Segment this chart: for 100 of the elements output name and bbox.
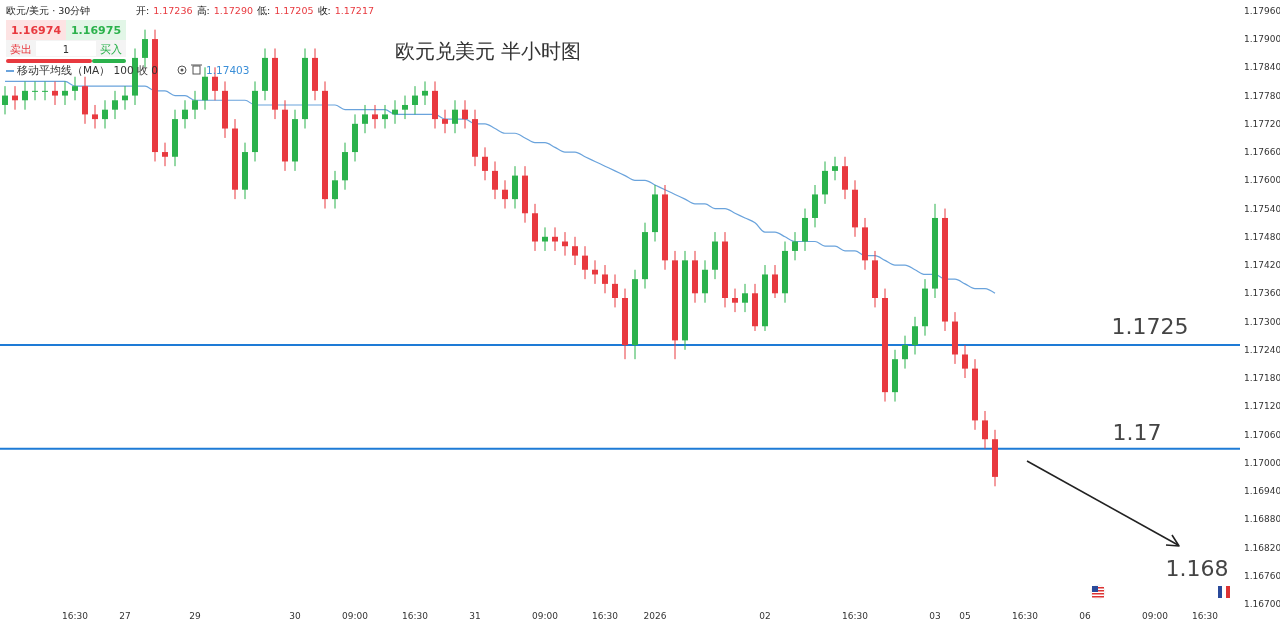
candlestick xyxy=(202,66,208,111)
x-tick-label: 27 xyxy=(119,611,131,621)
candlestick xyxy=(42,80,48,101)
annotation: 买入 xyxy=(100,43,122,56)
x-tick-label: 09:00 xyxy=(1142,611,1169,621)
candlestick xyxy=(112,90,118,120)
x-tick-label: 16:30 xyxy=(1192,611,1219,621)
candlestick xyxy=(62,80,68,106)
candlestick xyxy=(742,283,748,313)
candlestick xyxy=(362,104,368,134)
y-tick-label: 1.16880 xyxy=(1244,514,1280,525)
y-tick-label: 1.16760 xyxy=(1244,570,1280,581)
candlestick xyxy=(512,165,518,210)
y-tick-label: 1.17480 xyxy=(1244,231,1280,242)
candlestick xyxy=(832,156,838,181)
x-tick-label: 05 xyxy=(959,611,971,621)
candlestick xyxy=(32,80,38,101)
annotation: 1.168 xyxy=(1165,556,1229,581)
y-tick-label: 1.17540 xyxy=(1244,203,1280,214)
x-tick-label: 02 xyxy=(759,611,771,621)
x-tick-label: 09:00 xyxy=(342,611,369,621)
candlestick xyxy=(412,85,418,115)
candlestick xyxy=(422,80,428,106)
x-tick-label: 16:30 xyxy=(842,611,869,621)
candlestick xyxy=(582,245,588,280)
candlestick xyxy=(842,156,848,200)
candlestick xyxy=(92,104,98,130)
y-tick-label: 1.17360 xyxy=(1244,288,1280,299)
candlestick xyxy=(812,184,818,228)
annotation: 1.16975 xyxy=(70,24,122,37)
x-tick-label: 31 xyxy=(469,611,481,621)
line-series xyxy=(4,80,996,294)
annotation: 1.17403 xyxy=(206,64,250,76)
annotation: 1.16974 xyxy=(10,24,62,37)
candlestick xyxy=(482,146,488,181)
y-tick-label: 1.16700 xyxy=(1244,599,1280,610)
x-tick-label: 03 xyxy=(929,611,941,621)
candlestick xyxy=(702,259,708,304)
candlestick xyxy=(192,90,198,120)
y-tick-label: 1.17960 xyxy=(1244,5,1280,16)
x-tick-label: 16:30 xyxy=(62,611,89,621)
y-tick-label: 1.17900 xyxy=(1244,34,1280,45)
candlestick xyxy=(382,104,388,130)
y-tick-label: 1.17300 xyxy=(1244,316,1280,327)
candlestick xyxy=(902,335,908,370)
candlestick xyxy=(102,99,108,130)
x-tick-label: 16:30 xyxy=(402,611,429,621)
x-tick-label: 16:30 xyxy=(592,611,619,621)
annotation: 卖出 xyxy=(10,43,32,56)
x-tick-label: 2026 xyxy=(643,611,667,621)
candlestick xyxy=(802,208,808,252)
y-tick-label: 1.17180 xyxy=(1244,373,1280,384)
candlestick xyxy=(962,344,968,379)
candlestick xyxy=(182,99,188,130)
candlestick xyxy=(792,231,798,261)
candlestick xyxy=(732,288,738,313)
candlestick xyxy=(612,273,618,308)
y-tick-label: 1.17240 xyxy=(1244,344,1280,355)
y-tick-label: 1.17780 xyxy=(1244,90,1280,101)
y-tick-label: 1.17720 xyxy=(1244,118,1280,129)
candlestick xyxy=(162,142,168,167)
ref-line-label: 1.1725 xyxy=(1111,314,1189,339)
candlestick xyxy=(492,160,498,200)
y-tick-label: 1.17060 xyxy=(1244,429,1280,440)
y-tick-label: 1.17000 xyxy=(1244,457,1280,468)
candlestick xyxy=(22,80,28,111)
candlestick xyxy=(552,226,558,252)
x-tick-label: 06 xyxy=(1079,611,1091,621)
candlestick xyxy=(72,76,78,101)
candlestick xyxy=(502,179,508,210)
y-tick-label: 1.17660 xyxy=(1244,147,1280,158)
candlestick xyxy=(452,99,458,134)
candlestick xyxy=(332,170,338,210)
candlestick xyxy=(402,95,408,120)
text: 欧元兑美元 半小时图 xyxy=(394,39,582,63)
y-tick-label: 1.17120 xyxy=(1244,401,1280,412)
candlestick xyxy=(572,236,578,266)
candlestick xyxy=(462,99,468,130)
y-tick-label: 1.16940 xyxy=(1244,486,1280,497)
ref-line-label: 1.17 xyxy=(1112,420,1162,445)
candlestick xyxy=(912,316,918,355)
y-tick-label: 1.17420 xyxy=(1244,260,1280,271)
x-tick-label: 30 xyxy=(289,611,301,621)
candlestick xyxy=(822,160,828,205)
y-tick-label: 1.17840 xyxy=(1244,62,1280,73)
annotation: 1 xyxy=(62,44,70,55)
y-tick-label: 1.16820 xyxy=(1244,542,1280,553)
candlestick xyxy=(542,226,548,252)
candlestick xyxy=(982,410,988,450)
candlestick xyxy=(442,109,448,134)
candlestick xyxy=(372,104,378,130)
x-tick-label: 09:00 xyxy=(532,611,559,621)
candlestick xyxy=(772,264,778,299)
candlestick xyxy=(52,80,58,106)
annotation: 开: 1.17236 高: 1.17290 低: 1.17205 收: 1.17217 xyxy=(136,5,374,16)
y-tick-label: 1.17600 xyxy=(1244,175,1280,186)
annotation: 欧元/美元 · 30分钟 xyxy=(6,5,91,16)
candlestick xyxy=(2,85,8,115)
x-tick-label: 16:30 xyxy=(1012,611,1039,621)
candlestick xyxy=(602,264,608,294)
